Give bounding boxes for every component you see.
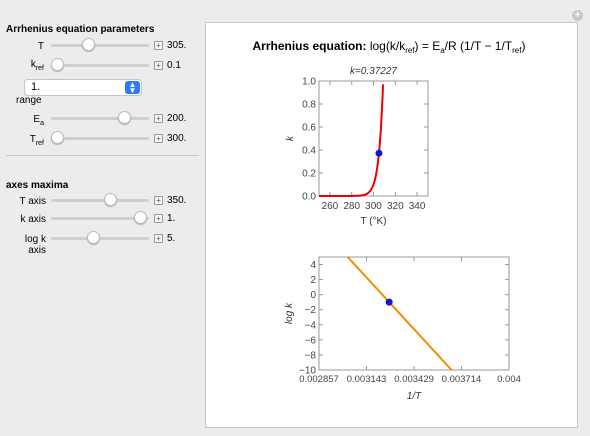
y-tick-label: −6 <box>305 335 317 346</box>
x-tick-label: 300 <box>365 201 382 212</box>
chart-logk-vs-invT: 0.002857 0.003143 0.003429 0.003714 0.004 4 2 0… <box>284 256 521 402</box>
logk-line <box>346 256 453 371</box>
k-axis-label: k axis <box>20 214 46 225</box>
y-tick-label: 0.8 <box>302 100 316 111</box>
ea-expand-icon[interactable]: + <box>154 114 163 123</box>
kref-label: kref <box>30 59 44 72</box>
y-axis-label: k <box>285 135 296 141</box>
t-slider-thumb[interactable] <box>81 38 95 51</box>
updown-chevron-icon: ▲ ▼ <box>125 81 140 95</box>
ea-slider[interactable] <box>51 110 149 126</box>
y-tick-label: −8 <box>305 350 317 361</box>
t-expand-icon[interactable]: + <box>154 41 163 50</box>
kref-range-label-line2: range <box>16 95 42 106</box>
chart-k-vs-T: 260 280 300 320 340 0.0 0.2 0.4 0.6 0.8 1.0 k=0.372… <box>285 66 429 227</box>
y-tick-label: 0.4 <box>302 146 316 157</box>
tref-slider[interactable] <box>51 130 149 146</box>
t-axis-slider-track <box>51 199 149 202</box>
tref-slider-track <box>51 137 149 140</box>
x-tick-label: 0.003143 <box>347 374 387 385</box>
k-axis-expand-icon[interactable]: + <box>154 214 163 223</box>
main-title: Arrhenius equation: log(k/kref) = Ea/R (… <box>253 39 526 55</box>
divider <box>6 155 199 156</box>
k-curve <box>319 84 384 197</box>
x-tick-label: 260 <box>322 201 339 212</box>
logk-axis-slider[interactable] <box>51 230 149 246</box>
logk-axis-value: 5. <box>167 233 176 244</box>
x-tick-label: 0.003429 <box>394 374 434 385</box>
t-axis-value: 350. <box>167 195 187 206</box>
y-tick-label: 0 <box>310 290 316 301</box>
t-slider[interactable] <box>51 37 149 53</box>
kref-expand-icon[interactable]: + <box>154 61 163 70</box>
t-label: T <box>37 41 44 52</box>
y-tick-label: 2 <box>310 275 316 286</box>
kref-slider[interactable] <box>51 57 149 73</box>
x-tick-label: 340 <box>409 201 426 212</box>
section-title-axes: axes maxima <box>6 180 69 191</box>
logk-axis-label: log k axis <box>24 234 46 256</box>
y-tick-label: 0.6 <box>302 123 316 134</box>
k-axis-value: 1. <box>167 213 176 224</box>
current-point <box>375 149 383 157</box>
x-axis-label: T (°K) <box>360 216 386 227</box>
y-tick-label: 1.0 <box>302 77 316 88</box>
plot-title: k=0.37227 <box>350 66 397 77</box>
tref-expand-icon[interactable]: + <box>154 134 163 143</box>
y-tick-label: −4 <box>305 320 317 331</box>
t-slider-track <box>51 44 149 47</box>
ea-slider-track <box>51 117 149 120</box>
x-tick-label: 280 <box>343 201 360 212</box>
y-tick-label: 4 <box>310 260 316 271</box>
plot-frame <box>318 80 429 197</box>
kref-slider-thumb[interactable] <box>51 58 64 71</box>
corner-plus-icon[interactable]: + <box>572 10 583 21</box>
y-tick-label: 0.0 <box>302 192 316 203</box>
kref-value: 0.1 <box>167 60 181 71</box>
t-axis-expand-icon[interactable]: + <box>154 196 163 205</box>
tref-slider-thumb[interactable] <box>51 131 64 144</box>
t-axis-slider-thumb[interactable] <box>104 193 118 206</box>
k-axis-slider-thumb[interactable] <box>134 211 148 224</box>
kref-range-selected: 1. <box>31 81 41 93</box>
section-title-parameters: Arrhenius equation parameters <box>6 24 155 35</box>
t-axis-slider[interactable] <box>51 192 149 208</box>
output-panel <box>205 22 578 428</box>
t-axis-label: T axis <box>19 196 47 207</box>
tref-value: 300. <box>167 133 187 144</box>
kref-range-select[interactable]: 1. ▲ ▼ <box>24 79 142 96</box>
plot-frame <box>318 256 510 371</box>
current-point <box>385 298 393 306</box>
t-value: 305. <box>167 40 187 51</box>
logk-axis-slider-thumb[interactable] <box>87 231 101 244</box>
k-axis-slider-track <box>51 217 149 220</box>
y-tick-label: −2 <box>305 305 317 316</box>
x-axis-label: 1/T <box>407 391 422 402</box>
logk-axis-expand-icon[interactable]: + <box>154 234 163 243</box>
kref-slider-track <box>51 64 149 67</box>
ea-label: Ea <box>33 114 44 127</box>
y-tick-label: 0.2 <box>302 169 316 180</box>
x-tick-label: 0.002857 <box>299 374 339 385</box>
tref-label: Tref <box>29 134 44 147</box>
y-tick-label: −10 <box>299 366 316 377</box>
x-tick-label: 0.004 <box>497 374 521 385</box>
ea-value: 200. <box>167 113 187 124</box>
k-axis-slider[interactable] <box>51 210 149 226</box>
y-axis-label: log k <box>284 302 295 324</box>
x-tick-label: 0.003714 <box>442 374 482 385</box>
ea-slider-thumb[interactable] <box>118 111 132 124</box>
logk-axis-slider-track <box>51 237 149 240</box>
x-tick-label: 320 <box>387 201 404 212</box>
